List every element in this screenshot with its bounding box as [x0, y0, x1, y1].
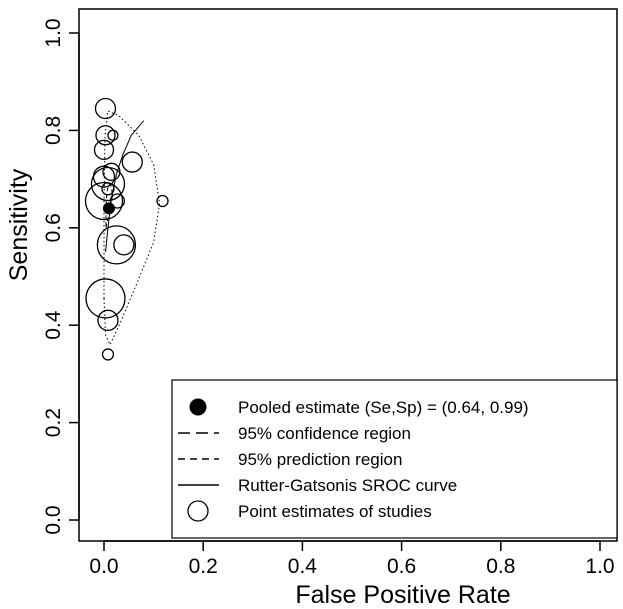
- y-tick-label: 0.0: [42, 505, 65, 534]
- study-points-layer: [84, 97, 169, 361]
- study-point: [107, 129, 119, 141]
- x-tick-label: 0.6: [387, 555, 416, 578]
- legend-label: 95% confidence region: [238, 424, 411, 443]
- pooled-layer: [102, 202, 115, 215]
- y-tick-label: 0.2: [42, 408, 65, 437]
- y-axis: 0.0 0.2 0.4 0.6 0.8 1.0: [42, 18, 80, 535]
- study-point: [95, 125, 116, 146]
- y-tick-label: 1.0: [42, 18, 65, 47]
- x-tick-label: 0.4: [288, 555, 318, 578]
- x-axis-title: False Positive Rate: [295, 581, 510, 609]
- y-axis-title: Sensitivity: [5, 168, 33, 281]
- study-point: [121, 151, 143, 173]
- x-tick-label: 0.2: [189, 555, 218, 578]
- study-point: [85, 278, 126, 319]
- x-tick-label: 1.0: [585, 555, 614, 578]
- y-tick-label: 0.4: [42, 310, 65, 340]
- x-axis: 0.0 0.2 0.4 0.6 0.8 1.0: [89, 540, 615, 578]
- legend: Pooled estimate (Se,Sp) = (0.64, 0.99) 95…: [171, 379, 618, 539]
- study-point: [113, 234, 135, 256]
- study-point: [97, 309, 119, 331]
- study-point: [90, 166, 126, 202]
- y-tick-label: 0.8: [42, 116, 65, 145]
- x-tick-label: 0.0: [89, 555, 118, 578]
- study-point: [101, 348, 115, 361]
- legend-box: [171, 379, 618, 539]
- y-tick-label: 0.6: [42, 213, 65, 242]
- study-point: [156, 194, 169, 208]
- legend-label: 95% prediction region: [238, 450, 402, 469]
- study-point: [93, 139, 115, 161]
- study-point: [94, 97, 117, 120]
- study-point: [84, 181, 124, 221]
- legend-label: Pooled estimate (Se,Sp) = (0.64, 0.99): [238, 398, 529, 417]
- confidence-region: [105, 183, 113, 228]
- legend-symbol-studies: [187, 500, 209, 522]
- study-point: [109, 193, 126, 209]
- study-point: [96, 225, 137, 265]
- legend-label: Rutter-Gatsonis SROC curve: [238, 476, 457, 495]
- x-tick-label: 0.8: [486, 555, 515, 578]
- legend-label: Point estimates of studies: [238, 502, 432, 521]
- legend-symbol-pooled: [189, 398, 207, 416]
- pooled-estimate-point: [102, 202, 115, 215]
